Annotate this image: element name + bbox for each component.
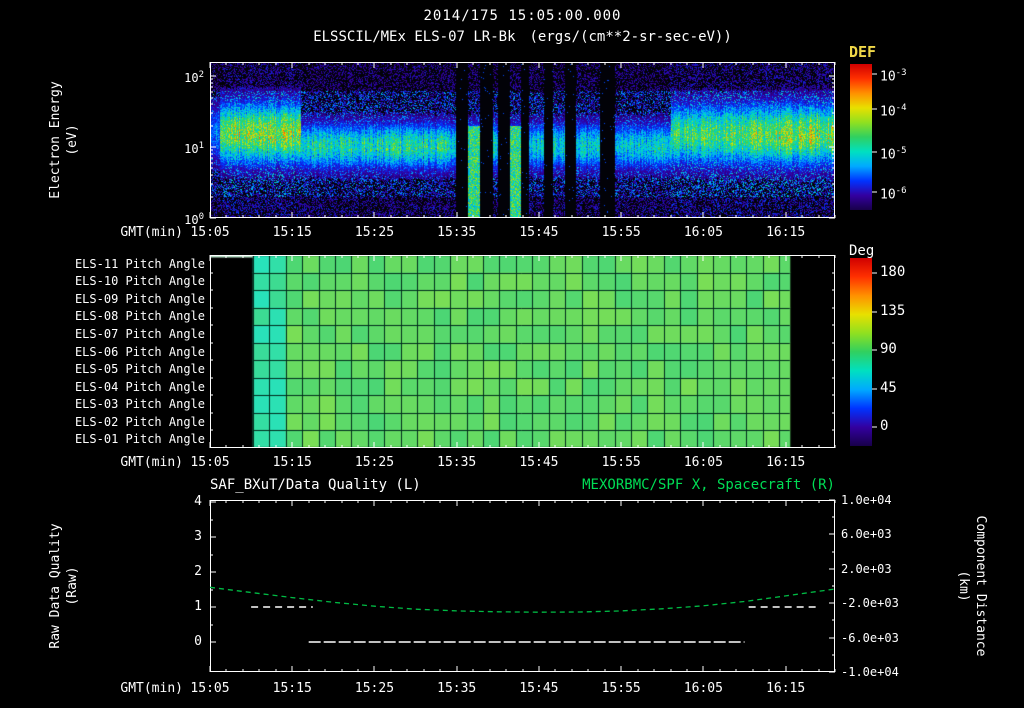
time-tick-label: 16:15 [766,455,806,470]
energy-tick-label: 100 [184,212,204,227]
flux-colorbar-label: DEF [849,43,877,61]
flux-colorbar-tick-label: 10-3 [880,68,907,85]
pitch-row-label: ELS-11 Pitch Angle [74,256,205,271]
time-tick-label: 15:35 [437,225,477,240]
time-tick-label: 15:45 [519,681,559,696]
pitch-row-label: ELS-03 Pitch Angle [74,397,205,412]
spectrogram-y-axis-label-line2: (eV) [65,124,80,156]
time-tick-label: 15:35 [437,455,477,470]
flux-colorbar [850,64,872,210]
time-tick-label: 15:05 [190,455,230,470]
flux-colorbar-tick-label: 10-5 [880,145,907,162]
spectrogram-title: ELSSCIL/MEx ELS-07 LR-Bk [313,29,516,45]
pitch-row-label: ELS-08 Pitch Angle [74,309,205,324]
gmt-axis-label-bottom: GMT(min) [120,681,183,696]
energy-tick-label: 101 [184,141,204,157]
distance-y-axis-label-line1: Component Distance [973,515,988,657]
pitch-row-label: ELS-10 Pitch Angle [74,274,205,289]
distance-tick-label: -1.0e+04 [841,665,899,679]
time-tick-label: 15:15 [272,455,312,470]
time-tick-label: 16:05 [683,225,723,240]
distance-tick-label: -2.0e+03 [841,596,899,611]
energy-tick-label: 102 [184,70,204,86]
spectrogram-header: ELSSCIL/MEx ELS-07 LR-Bk (ergs/(cm**2-sr-… [210,29,835,45]
time-tick-label: 15:05 [190,681,230,696]
time-tick-label: 16:05 [683,455,723,470]
pitch-row-label: ELS-01 Pitch Angle [74,432,205,447]
distance-tick-label: 2.0e+03 [841,561,892,576]
distance-tick-label: 6.0e+03 [841,527,892,542]
pitch-colorbar-tick-label: 135 [880,302,906,319]
time-tick-label: 15:45 [519,225,559,240]
distance-y-axis-label-line2: (km) [956,570,971,602]
time-tick-label: 15:35 [437,681,477,696]
time-tick-label: 15:25 [354,225,395,240]
spectrogram-y-axis-label: Electron Energy (eV) [47,40,81,240]
timestamp-title: 2014/175 15:05:00.000 [423,8,622,24]
pitch-row-label: ELS-09 Pitch Angle [74,291,205,306]
time-tick-label: 15:25 [354,455,395,470]
spectrogram-heatmap [210,62,835,218]
distance-tick-label: 1.0e+04 [841,493,892,507]
quality-tick-label: 2 [194,564,202,579]
distance-tick-label: -6.0e+03 [841,630,899,645]
quality-y-axis-label-line2: (Raw) [65,566,80,606]
gmt-axis-label-middle: GMT(min) [120,455,183,470]
pitch-row-label: ELS-07 Pitch Angle [74,326,205,341]
time-tick-label: 15:15 [272,681,312,696]
pitch-colorbar [850,258,872,446]
quality-tick-label: 0 [194,634,202,649]
quality-tick-label: 1 [194,599,202,614]
quality-series-title: SAF_BXuT/Data Quality (L) [210,477,421,493]
time-tick-label: 15:15 [272,225,312,240]
pitch-colorbar-label: Deg [849,243,875,259]
flux-colorbar-tick-label: 10-4 [880,103,907,120]
quality-tick-label: 3 [194,529,202,544]
gmt-axis-label-top: GMT(min) [120,225,183,240]
distance-y-axis-label: Component Distance (km) [955,476,989,696]
time-tick-label: 15:55 [601,681,641,696]
pitch-row-label: ELS-02 Pitch Angle [74,414,205,429]
quality-y-axis-label: Raw Data Quality (Raw) [47,476,81,696]
time-tick-label: 15:55 [601,455,641,470]
time-tick-label: 16:15 [766,681,806,696]
pitch-angle-heatmap [210,255,835,448]
flux-colorbar-tick-label: 10-6 [880,186,907,203]
time-tick-label: 15:05 [190,225,230,240]
quality-y-axis-label-line1: Raw Data Quality [48,523,63,649]
pitch-colorbar-tick-label: 180 [880,264,906,281]
time-tick-label: 15:25 [354,681,395,696]
time-tick-label: 15:55 [601,225,641,240]
pitch-colorbar-tick-label: 90 [880,341,897,358]
time-tick-label: 16:05 [683,681,723,696]
pitch-colorbar-tick-label: 0 [880,418,889,435]
pitch-row-label: ELS-04 Pitch Angle [74,379,205,394]
quality-tick-label: 4 [194,494,202,509]
spectrogram-y-axis-label-line1: Electron Energy [48,81,63,199]
pitch-colorbar-tick-label: 45 [880,379,897,396]
distance-series-title: MEXORBMC/SPF X, Spacecraft (R) [582,477,835,493]
spectrogram-units: (ergs/(cm**2-sr-sec-eV)) [529,29,732,45]
pitch-row-label: ELS-05 Pitch Angle [74,362,205,377]
time-tick-label: 16:15 [766,225,806,240]
pitch-row-label: ELS-06 Pitch Angle [74,344,205,359]
time-tick-label: 15:45 [519,455,559,470]
